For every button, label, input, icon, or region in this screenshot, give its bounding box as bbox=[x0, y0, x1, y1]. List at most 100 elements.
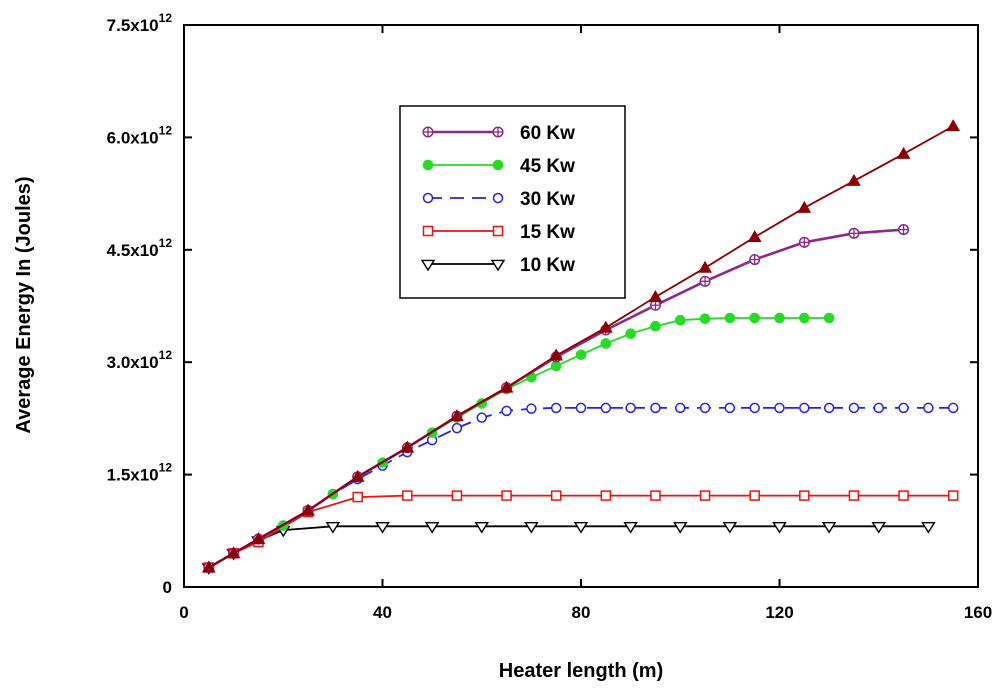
data-point bbox=[501, 490, 512, 501]
data-point bbox=[772, 522, 787, 534]
legend-label: 15 Kw bbox=[520, 222, 575, 243]
legend-marker-right bbox=[492, 192, 504, 204]
legend-item-60-kw: 60 Kw bbox=[422, 123, 575, 144]
data-point bbox=[501, 405, 512, 417]
data-point bbox=[923, 402, 934, 414]
data-point bbox=[450, 409, 464, 422]
series-line-10-kw bbox=[208, 525, 929, 569]
data-point bbox=[375, 522, 390, 534]
legend-box bbox=[399, 105, 626, 299]
data-point bbox=[650, 402, 661, 414]
data-point bbox=[476, 412, 487, 423]
data-point bbox=[301, 503, 315, 516]
data-point bbox=[325, 522, 341, 534]
data-point bbox=[847, 173, 861, 186]
data-point bbox=[722, 522, 738, 534]
x-tick-label: 80 bbox=[572, 603, 591, 622]
data-point bbox=[474, 522, 490, 534]
data-point bbox=[797, 200, 812, 213]
data-point bbox=[251, 532, 266, 545]
data-point bbox=[749, 402, 760, 414]
data-point bbox=[499, 380, 514, 393]
data-point bbox=[650, 490, 661, 501]
data-point bbox=[798, 236, 810, 248]
data-point bbox=[799, 490, 810, 501]
legend-marker-right bbox=[492, 159, 504, 171]
data-point bbox=[526, 403, 537, 414]
data-point bbox=[898, 402, 909, 414]
data-point bbox=[873, 402, 884, 414]
legend-item-45-kw: 45 Kw bbox=[422, 156, 575, 177]
series-unlabeled-triangles bbox=[201, 119, 961, 573]
data-point bbox=[848, 402, 860, 414]
data-point bbox=[573, 522, 589, 534]
axis-ticks: 0 40 80 120 160 0 1.5x1012 3.0x1012 4.5x1012 6.0x… bbox=[107, 11, 993, 622]
data-point bbox=[623, 522, 638, 534]
y-tick-label: 4.5x1012 bbox=[107, 236, 173, 260]
data-point bbox=[549, 348, 564, 361]
data-point bbox=[675, 402, 686, 414]
data-point bbox=[898, 490, 909, 501]
data-point bbox=[400, 440, 415, 453]
data-point bbox=[699, 490, 711, 501]
data-point bbox=[799, 312, 810, 324]
series-group bbox=[201, 119, 961, 575]
data-point bbox=[946, 119, 961, 132]
data-point bbox=[747, 230, 762, 243]
data-point bbox=[821, 522, 837, 534]
data-point bbox=[226, 546, 241, 559]
data-point bbox=[724, 402, 736, 414]
data-point bbox=[898, 224, 910, 236]
data-point bbox=[600, 490, 612, 501]
y-tick-label: 3.0x1012 bbox=[107, 348, 173, 372]
series-line-45-kw bbox=[208, 317, 830, 569]
x-tick-label: 120 bbox=[765, 603, 793, 622]
legend: 60 Kw 45 Kw 30 Kw 15 Kw 10 Kw bbox=[399, 105, 626, 299]
data-point bbox=[350, 469, 365, 482]
y-axis-title: Average Energy In (Joules) bbox=[13, 176, 35, 433]
data-point bbox=[774, 402, 785, 414]
data-point bbox=[823, 312, 835, 324]
data-point bbox=[649, 299, 661, 311]
data-point bbox=[600, 338, 612, 349]
x-tick-label: 40 bbox=[373, 603, 392, 622]
legend-marker-left bbox=[422, 126, 434, 138]
data-point bbox=[451, 490, 463, 501]
legend-marker-left bbox=[420, 259, 436, 272]
y-tick-label: 0 bbox=[163, 578, 172, 597]
data-point bbox=[650, 320, 661, 332]
y-tick-label: 1.5x1012 bbox=[107, 461, 173, 485]
series-30-kw bbox=[203, 402, 959, 573]
legend-marker-left bbox=[422, 225, 434, 237]
legend-item-10-kw: 10 Kw bbox=[420, 255, 575, 276]
data-point bbox=[402, 490, 413, 501]
data-point bbox=[699, 313, 711, 325]
data-point bbox=[699, 275, 711, 287]
data-point bbox=[848, 227, 860, 239]
data-point bbox=[550, 490, 562, 501]
data-point bbox=[724, 312, 736, 324]
data-point bbox=[600, 402, 612, 414]
data-point bbox=[598, 320, 613, 333]
data-point bbox=[699, 402, 711, 414]
data-point bbox=[698, 260, 712, 273]
legend-label: 10 Kw bbox=[520, 255, 575, 276]
data-point bbox=[823, 402, 835, 414]
data-point bbox=[451, 422, 463, 434]
data-point bbox=[550, 360, 562, 372]
y-tick-label: 6.0x1012 bbox=[107, 123, 173, 147]
data-point bbox=[871, 522, 887, 534]
data-point bbox=[674, 314, 686, 326]
data-point bbox=[848, 490, 860, 501]
data-point bbox=[921, 522, 936, 534]
legend-marker-right bbox=[492, 126, 504, 138]
data-point bbox=[648, 290, 663, 303]
series-10-kw bbox=[201, 522, 936, 575]
data-point bbox=[524, 522, 539, 534]
data-point bbox=[749, 253, 761, 266]
data-point bbox=[352, 491, 363, 503]
data-point bbox=[749, 312, 760, 324]
data-point bbox=[575, 349, 587, 361]
data-point bbox=[774, 312, 785, 324]
